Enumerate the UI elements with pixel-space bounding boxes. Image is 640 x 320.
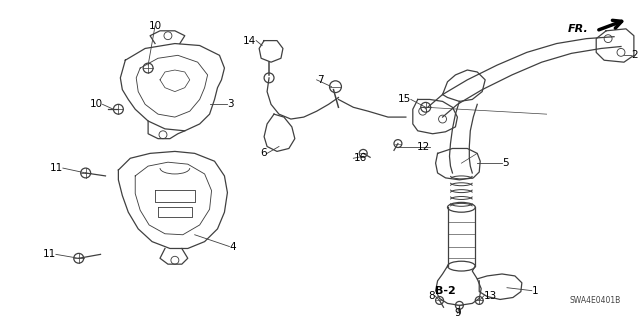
- Text: 5: 5: [502, 158, 509, 168]
- Text: 11: 11: [50, 163, 63, 173]
- Text: 14: 14: [243, 36, 256, 46]
- Text: B-2: B-2: [435, 286, 456, 296]
- Text: 10: 10: [90, 99, 102, 109]
- Text: 3: 3: [227, 99, 234, 109]
- Text: 2: 2: [631, 50, 637, 60]
- Text: 10: 10: [148, 21, 162, 31]
- Text: 1: 1: [532, 286, 538, 296]
- Text: 9: 9: [454, 308, 461, 318]
- Text: 6: 6: [260, 148, 267, 158]
- Text: 13: 13: [484, 291, 497, 300]
- Text: 15: 15: [397, 94, 411, 104]
- Text: SWA4E0401B: SWA4E0401B: [570, 296, 621, 305]
- Text: 4: 4: [229, 242, 236, 252]
- Text: 11: 11: [43, 249, 56, 259]
- Text: 12: 12: [417, 141, 429, 151]
- Text: 8: 8: [428, 291, 435, 300]
- Text: 16: 16: [353, 153, 367, 163]
- Text: 7: 7: [317, 75, 323, 85]
- Text: FR.: FR.: [568, 24, 588, 34]
